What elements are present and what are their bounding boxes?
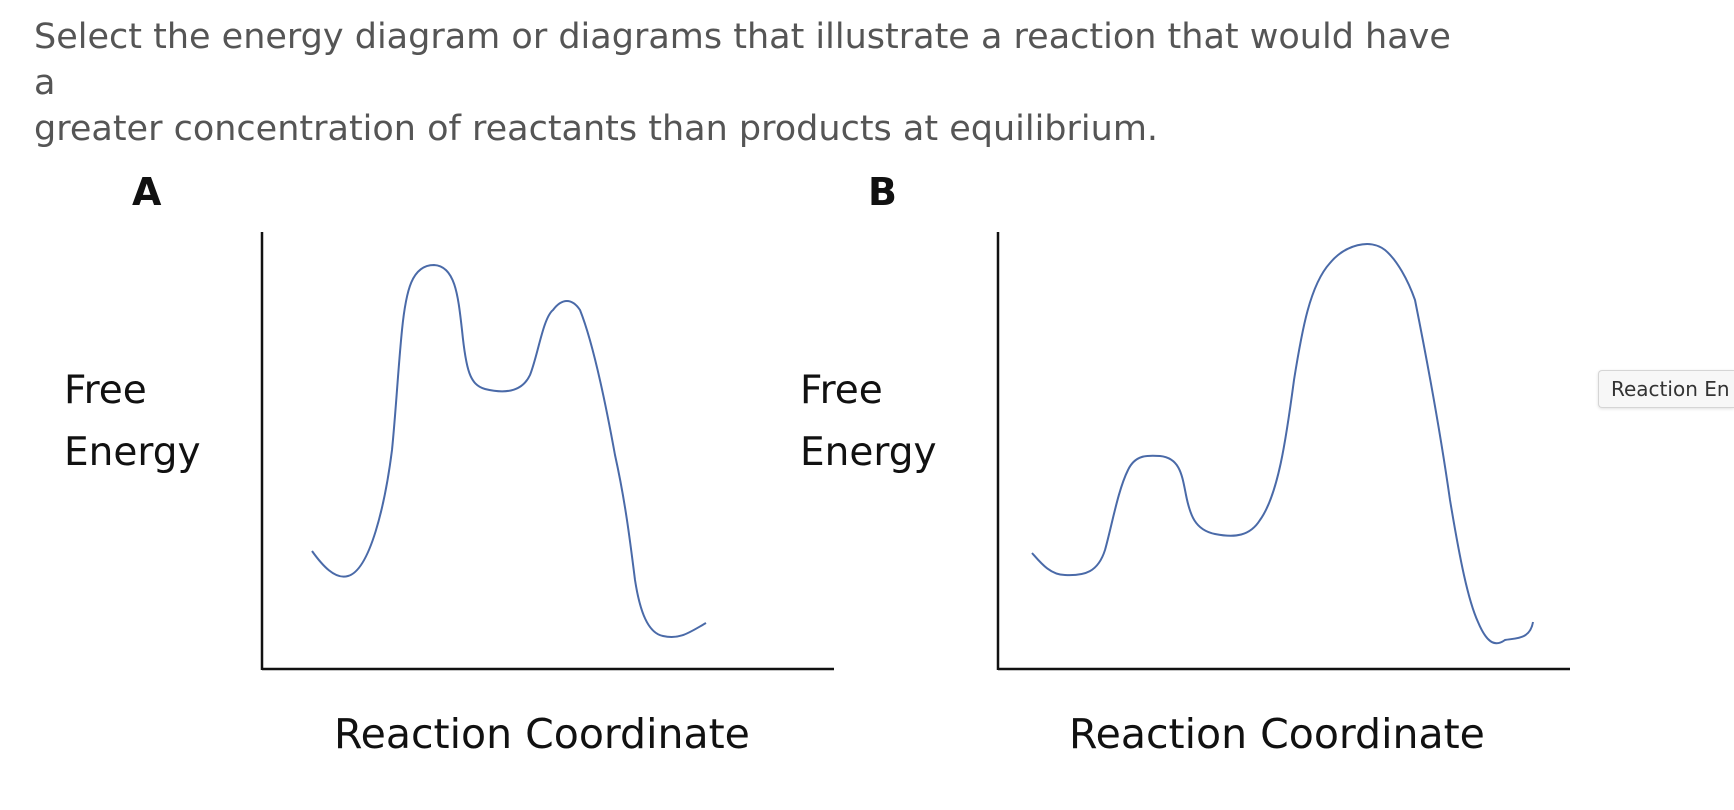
question-text: Select the energy diagram or diagrams th…	[34, 14, 1474, 152]
diagram-a-y-label-line-2: Energy	[64, 430, 201, 475]
diagram-b-y-label-line-2: Energy	[800, 430, 937, 475]
diagram-a-y-label-line-1: Free	[64, 368, 147, 413]
diagram-b-y-axis-label: Free Energy	[800, 360, 937, 484]
diagram-b-axes	[996, 232, 1570, 671]
question-line-2: greater concentration of reactants than …	[34, 109, 1159, 149]
question-line-1: Select the energy diagram or diagrams th…	[34, 17, 1451, 103]
diagram-a-x-axis-label: Reaction Coordinate	[334, 710, 750, 758]
diagram-b-letter[interactable]: B	[868, 170, 897, 214]
diagram-b-y-label-line-1: Free	[800, 368, 883, 413]
reaction-energy-tooltip[interactable]: Reaction En	[1598, 370, 1734, 408]
diagram-a-axes	[260, 232, 834, 671]
diagram-b-x-axis-label: Reaction Coordinate	[1069, 710, 1485, 758]
diagram-a-energy-curve[interactable]	[311, 263, 707, 638]
diagram-b-energy-curve[interactable]	[1031, 243, 1534, 645]
diagram-a-letter[interactable]: A	[132, 170, 162, 214]
diagram-a-y-axis-label: Free Energy	[64, 360, 201, 484]
